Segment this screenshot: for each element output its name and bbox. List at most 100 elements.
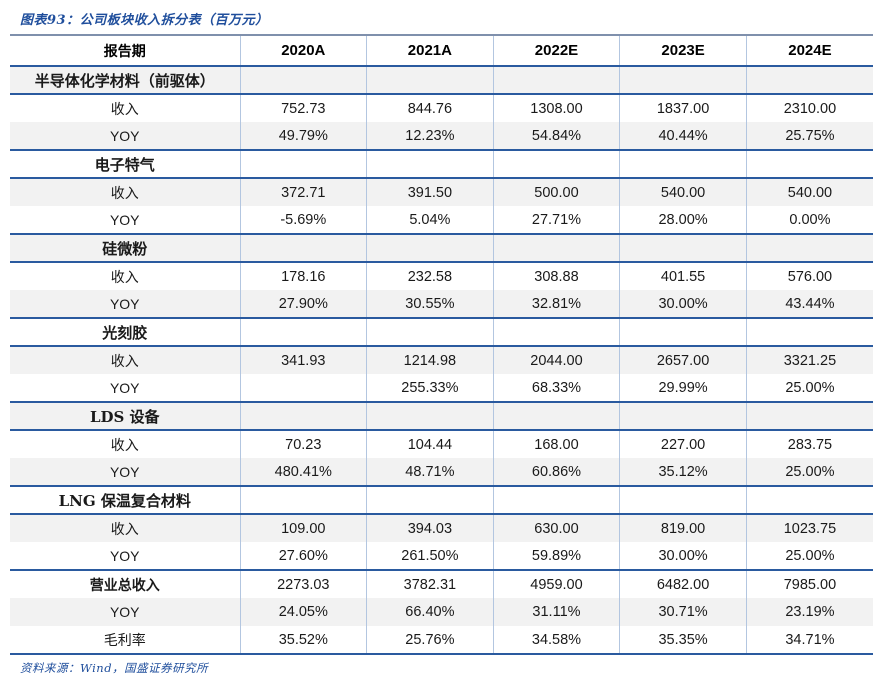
row-label-cell: 收入 <box>110 521 139 538</box>
table-row-section: 电子特气 <box>10 150 873 178</box>
value-cell <box>366 234 494 262</box>
title-underline <box>10 34 873 36</box>
value-cell: 2310.00 <box>745 94 873 122</box>
value-cell <box>366 486 494 514</box>
row-label-cell: 收入 <box>110 437 139 454</box>
value-cell: 54.84% <box>492 122 620 150</box>
row-label-cell: 光刻胶 <box>102 323 148 342</box>
value-cell: 34.58% <box>492 626 620 654</box>
value-cell: 1023.75 <box>745 514 873 542</box>
value-cell: 540.00 <box>745 178 873 206</box>
value-cell <box>492 66 620 94</box>
value-cell: 35.52% <box>239 626 367 654</box>
row-label-cell: YOY <box>109 463 140 480</box>
header-row: 报告期 2020A 2021A 2022E 2023E 2024E <box>10 36 873 66</box>
value-cell <box>239 374 367 402</box>
value-cell: 391.50 <box>366 178 494 206</box>
value-cell: 30.00% <box>619 542 747 570</box>
value-cell: 232.58 <box>366 262 494 290</box>
value-cell: 28.00% <box>619 206 747 234</box>
value-cell: 40.44% <box>619 122 747 150</box>
value-cell: 2044.00 <box>492 346 620 374</box>
value-cell: 70.23 <box>239 430 367 458</box>
value-cell: 480.41% <box>239 458 367 486</box>
value-cell: 500.00 <box>492 178 620 206</box>
value-cell <box>492 402 620 430</box>
value-cell: 25.75% <box>745 122 873 150</box>
value-cell <box>239 318 367 346</box>
table-row-data: YOY 255.33% 68.33% 29.99% 25.00% <box>10 374 873 402</box>
value-cell: 3321.25 <box>745 346 873 374</box>
table-body: 半导体化学材料（前驱体） 收入 752.73 844.76 1308.00 1837.00… <box>10 66 873 654</box>
value-cell: 27.71% <box>492 206 620 234</box>
value-cell: 25.00% <box>745 458 873 486</box>
row-label-cell: YOY <box>109 379 140 396</box>
table-row-data: 收入 70.23 104.44 168.00 227.00 283.75 <box>10 430 873 458</box>
value-cell: 6482.00 <box>619 570 747 598</box>
row-label-cell: 营业总收入 <box>89 577 160 594</box>
column-header-year: 2022E <box>492 36 620 66</box>
value-cell <box>492 486 620 514</box>
value-cell: 4959.00 <box>492 570 620 598</box>
value-cell: 31.11% <box>492 598 620 626</box>
row-label-cell: YOY <box>109 127 140 144</box>
value-cell: 104.44 <box>366 430 494 458</box>
value-cell: 5.04% <box>366 206 494 234</box>
table-row-data: 收入 341.93 1214.98 2044.00 2657.00 3321.25 <box>10 346 873 374</box>
segment-revenue-table: 报告期 2020A 2021A 2022E 2023E 2024E 半导体化学材料（前驱体… <box>10 36 873 655</box>
value-cell: 283.75 <box>745 430 873 458</box>
value-cell <box>239 486 367 514</box>
value-cell: 1837.00 <box>619 94 747 122</box>
value-cell: 540.00 <box>619 178 747 206</box>
row-label-cell: 毛利率 <box>103 632 146 649</box>
value-cell <box>239 234 367 262</box>
value-cell: 68.33% <box>492 374 620 402</box>
table-row-section: LNG 保温复合材料 <box>10 486 873 514</box>
row-label-cell: 收入 <box>110 101 139 118</box>
value-cell <box>745 318 873 346</box>
value-cell: 30.55% <box>366 290 494 318</box>
table-row-total: 营业总收入 2273.03 3782.31 4959.00 6482.00 7985.00 <box>10 570 873 598</box>
value-cell: 394.03 <box>366 514 494 542</box>
value-cell <box>619 486 747 514</box>
column-header-year: 2023E <box>619 36 747 66</box>
table-row-data: 收入 372.71 391.50 500.00 540.00 540.00 <box>10 178 873 206</box>
row-label-cell: LNG 保温复合材料 <box>58 491 191 510</box>
value-cell: 25.76% <box>366 626 494 654</box>
value-cell: 7985.00 <box>745 570 873 598</box>
value-cell: 30.00% <box>619 290 747 318</box>
value-cell: 30.71% <box>619 598 747 626</box>
value-cell: 0.00% <box>745 206 873 234</box>
source-note: 资料来源：Wind，国盛证券研究所 <box>20 661 209 675</box>
table-row-data: 收入 109.00 394.03 630.00 819.00 1023.75 <box>10 514 873 542</box>
value-cell: 168.00 <box>492 430 620 458</box>
value-cell: 49.79% <box>239 122 367 150</box>
value-cell: 1214.98 <box>366 346 494 374</box>
value-cell <box>619 66 747 94</box>
row-label-cell: YOY <box>109 211 140 228</box>
table-row-data: YOY 49.79% 12.23% 54.84% 40.44% 25.75% <box>10 122 873 150</box>
row-label-cell: YOY <box>109 295 140 312</box>
value-cell: 32.81% <box>492 290 620 318</box>
value-cell: 109.00 <box>239 514 367 542</box>
column-header-period: 报告期 <box>103 43 146 60</box>
value-cell <box>619 234 747 262</box>
value-cell: 255.33% <box>366 374 494 402</box>
column-header-year: 2020A <box>239 36 367 66</box>
value-cell: 35.35% <box>619 626 747 654</box>
value-cell <box>619 150 747 178</box>
value-cell: 60.86% <box>492 458 620 486</box>
table-row-data: YOY -5.69% 5.04% 27.71% 28.00% 0.00% <box>10 206 873 234</box>
value-cell: 29.99% <box>619 374 747 402</box>
table-row-data: YOY 480.41% 48.71% 60.86% 35.12% 25.00% <box>10 458 873 486</box>
figure-title: 图表93：公司板块收入拆分表（百万元） <box>20 13 269 28</box>
value-cell: 2657.00 <box>619 346 747 374</box>
value-cell <box>366 402 494 430</box>
value-cell: 576.00 <box>745 262 873 290</box>
row-label-cell: 收入 <box>110 269 139 286</box>
row-label-cell: 半导体化学材料（前驱体） <box>34 71 215 90</box>
value-cell: 25.00% <box>745 374 873 402</box>
table-row-data: 收入 178.16 232.58 308.88 401.55 576.00 <box>10 262 873 290</box>
value-cell: 341.93 <box>239 346 367 374</box>
value-cell <box>239 150 367 178</box>
